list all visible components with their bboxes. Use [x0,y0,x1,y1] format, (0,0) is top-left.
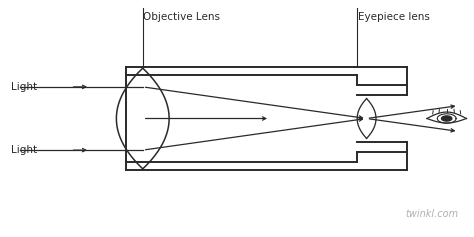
Text: Objective Lens: Objective Lens [143,12,220,22]
Polygon shape [441,116,452,121]
Text: Light: Light [11,145,37,155]
Text: twinkl.com: twinkl.com [405,209,458,219]
Text: Light: Light [11,82,37,92]
Text: Eyepiece lens: Eyepiece lens [357,12,429,22]
